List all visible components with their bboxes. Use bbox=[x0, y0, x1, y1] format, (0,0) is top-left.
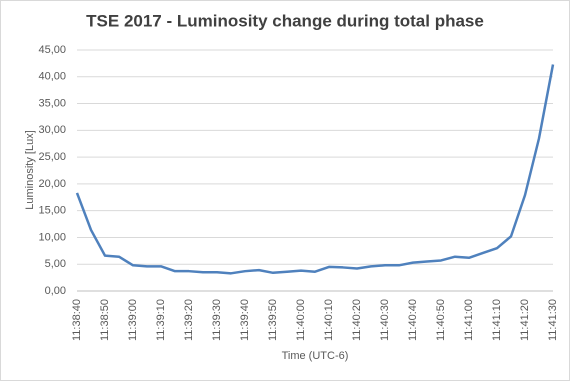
x-tick-label: 11:39:10 bbox=[155, 299, 167, 341]
x-tick-label: 11:41:30 bbox=[547, 299, 559, 341]
y-tick-label: 40,00 bbox=[38, 71, 66, 83]
y-tick-label: 30,00 bbox=[38, 124, 66, 136]
x-tick-label: 11:39:30 bbox=[211, 299, 223, 341]
y-tick-label: 45,00 bbox=[38, 44, 66, 56]
x-tick-label: 11:41:00 bbox=[463, 299, 475, 341]
x-tick-label: 11:39:40 bbox=[239, 299, 251, 341]
x-tick-label: 11:39:20 bbox=[183, 299, 195, 341]
x-tick-label: 11:40:20 bbox=[351, 299, 363, 341]
x-tick-label: 11:39:00 bbox=[127, 299, 139, 341]
line bbox=[75, 64, 555, 275]
x-tick-label: 11:38:40 bbox=[71, 299, 83, 341]
x-axis-title: Time (UTC-6) bbox=[282, 350, 349, 362]
x-tick-label: 11:40:40 bbox=[407, 299, 419, 341]
y-tick-label: 20,00 bbox=[38, 178, 66, 190]
x-tick-label: 11:41:10 bbox=[491, 299, 503, 341]
y-tick-label: 35,00 bbox=[38, 97, 66, 109]
x-tick-label: 11:40:10 bbox=[323, 299, 335, 341]
y-tick-label: 10,00 bbox=[38, 231, 66, 243]
y-tick-label: 0,00 bbox=[45, 285, 66, 297]
y-tick-label: 15,00 bbox=[38, 205, 66, 217]
x-tick-label: 11:39:50 bbox=[267, 299, 279, 341]
chart-title: TSE 2017 - Luminosity change during tota… bbox=[86, 11, 484, 30]
y-tick-label: 5,00 bbox=[45, 258, 66, 270]
y-tick-label: 25,00 bbox=[38, 151, 66, 163]
x-tick-label: 11:40:30 bbox=[379, 299, 391, 341]
x-tick-label: 11:40:00 bbox=[295, 299, 307, 341]
y-axis-title: Luminosity [Lux] bbox=[24, 130, 36, 209]
x-tick-label: 11:38:50 bbox=[99, 299, 111, 341]
x-tick-label: 11:41:20 bbox=[519, 299, 531, 341]
x-tick-label: 11:40:50 bbox=[435, 299, 447, 341]
